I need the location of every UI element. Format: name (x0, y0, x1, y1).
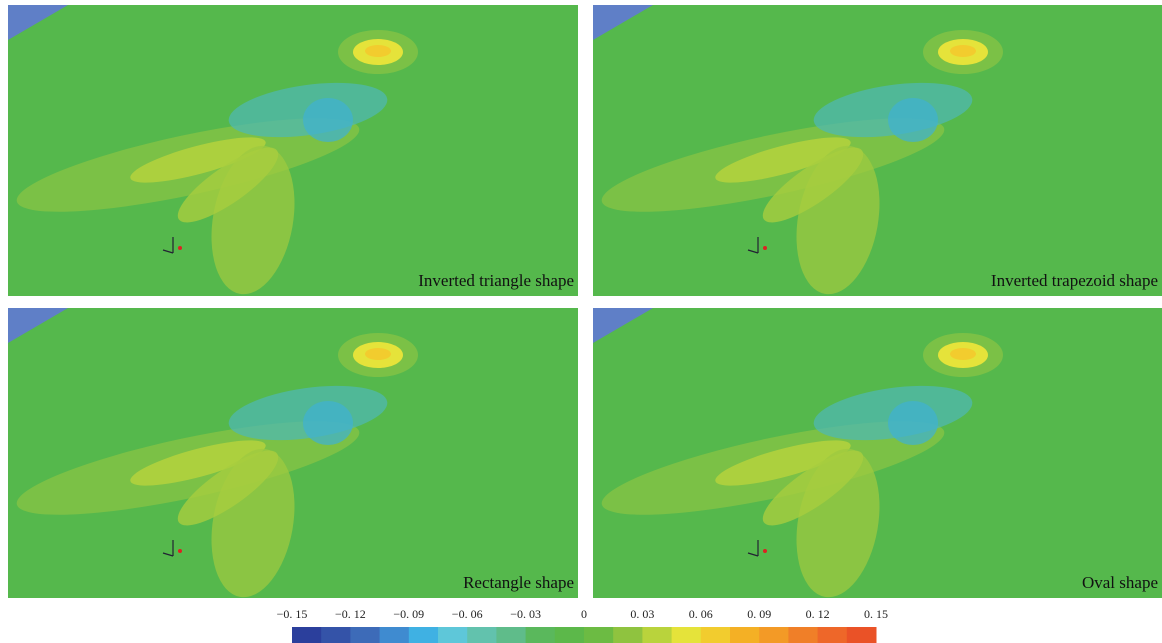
colorbar-segment (321, 627, 351, 643)
tip-region (950, 45, 976, 57)
colorbar-segment (409, 627, 439, 643)
axis-icon (178, 549, 182, 553)
panel-label: Oval shape (1082, 573, 1158, 592)
colorbar-segment (672, 627, 702, 643)
colorbar-segment (759, 627, 789, 643)
low-region (303, 401, 353, 445)
colorbar-tick-label: −0. 06 (452, 607, 483, 621)
colorbar-segment (642, 627, 672, 643)
tip-region (950, 348, 976, 360)
colorbar-segment (584, 627, 614, 643)
colorbar-segment (380, 627, 410, 643)
colorbar-tick-label: −0. 09 (393, 607, 424, 621)
colorbar-segment (847, 627, 877, 643)
colorbar-segment (613, 627, 643, 643)
tip-region (365, 45, 391, 57)
axis-icon (763, 246, 767, 250)
figure: Inverted triangle shape Inverted trapezoi… (0, 0, 1162, 643)
colorbar-tick-label: 0. 15 (864, 607, 888, 621)
colorbar-segment (555, 627, 585, 643)
panel-label: Rectangle shape (463, 573, 574, 592)
contour-panel: Inverted triangle shape (8, 5, 578, 301)
colorbar-tick-label: −0. 03 (510, 607, 541, 621)
colorbar-tick-label: −0. 15 (277, 607, 308, 621)
colorbar-segment (292, 627, 322, 643)
colorbar-segment (730, 627, 760, 643)
low-region (888, 401, 938, 445)
colorbar-segment (350, 627, 380, 643)
panel-label: Inverted trapezoid shape (991, 271, 1158, 290)
colorbar-tick-label: 0. 06 (689, 607, 713, 621)
panel-label: Inverted triangle shape (418, 271, 574, 290)
low-region (303, 98, 353, 142)
colorbar-tick-label: 0. 09 (747, 607, 771, 621)
colorbar-tick-label: 0. 03 (630, 607, 654, 621)
contour-panel: Rectangle shape (8, 308, 578, 604)
colorbar-segment (526, 627, 556, 643)
low-region (888, 98, 938, 142)
tip-region (365, 348, 391, 360)
colorbar-segment (438, 627, 468, 643)
contour-panel: Inverted trapezoid shape (593, 5, 1162, 301)
colorbar-tick-label: 0 (581, 607, 587, 621)
colorbar-segment (701, 627, 731, 643)
colorbar-segment (818, 627, 848, 643)
axis-icon (763, 549, 767, 553)
colorbar-segment (788, 627, 818, 643)
contour-panel: Oval shape (593, 308, 1162, 604)
axis-icon (178, 246, 182, 250)
colorbar-tick-label: −0. 12 (335, 607, 366, 621)
colorbar-tick-label: 0. 12 (806, 607, 830, 621)
colorbar-segment (496, 627, 526, 643)
colorbar-segment (467, 627, 497, 643)
